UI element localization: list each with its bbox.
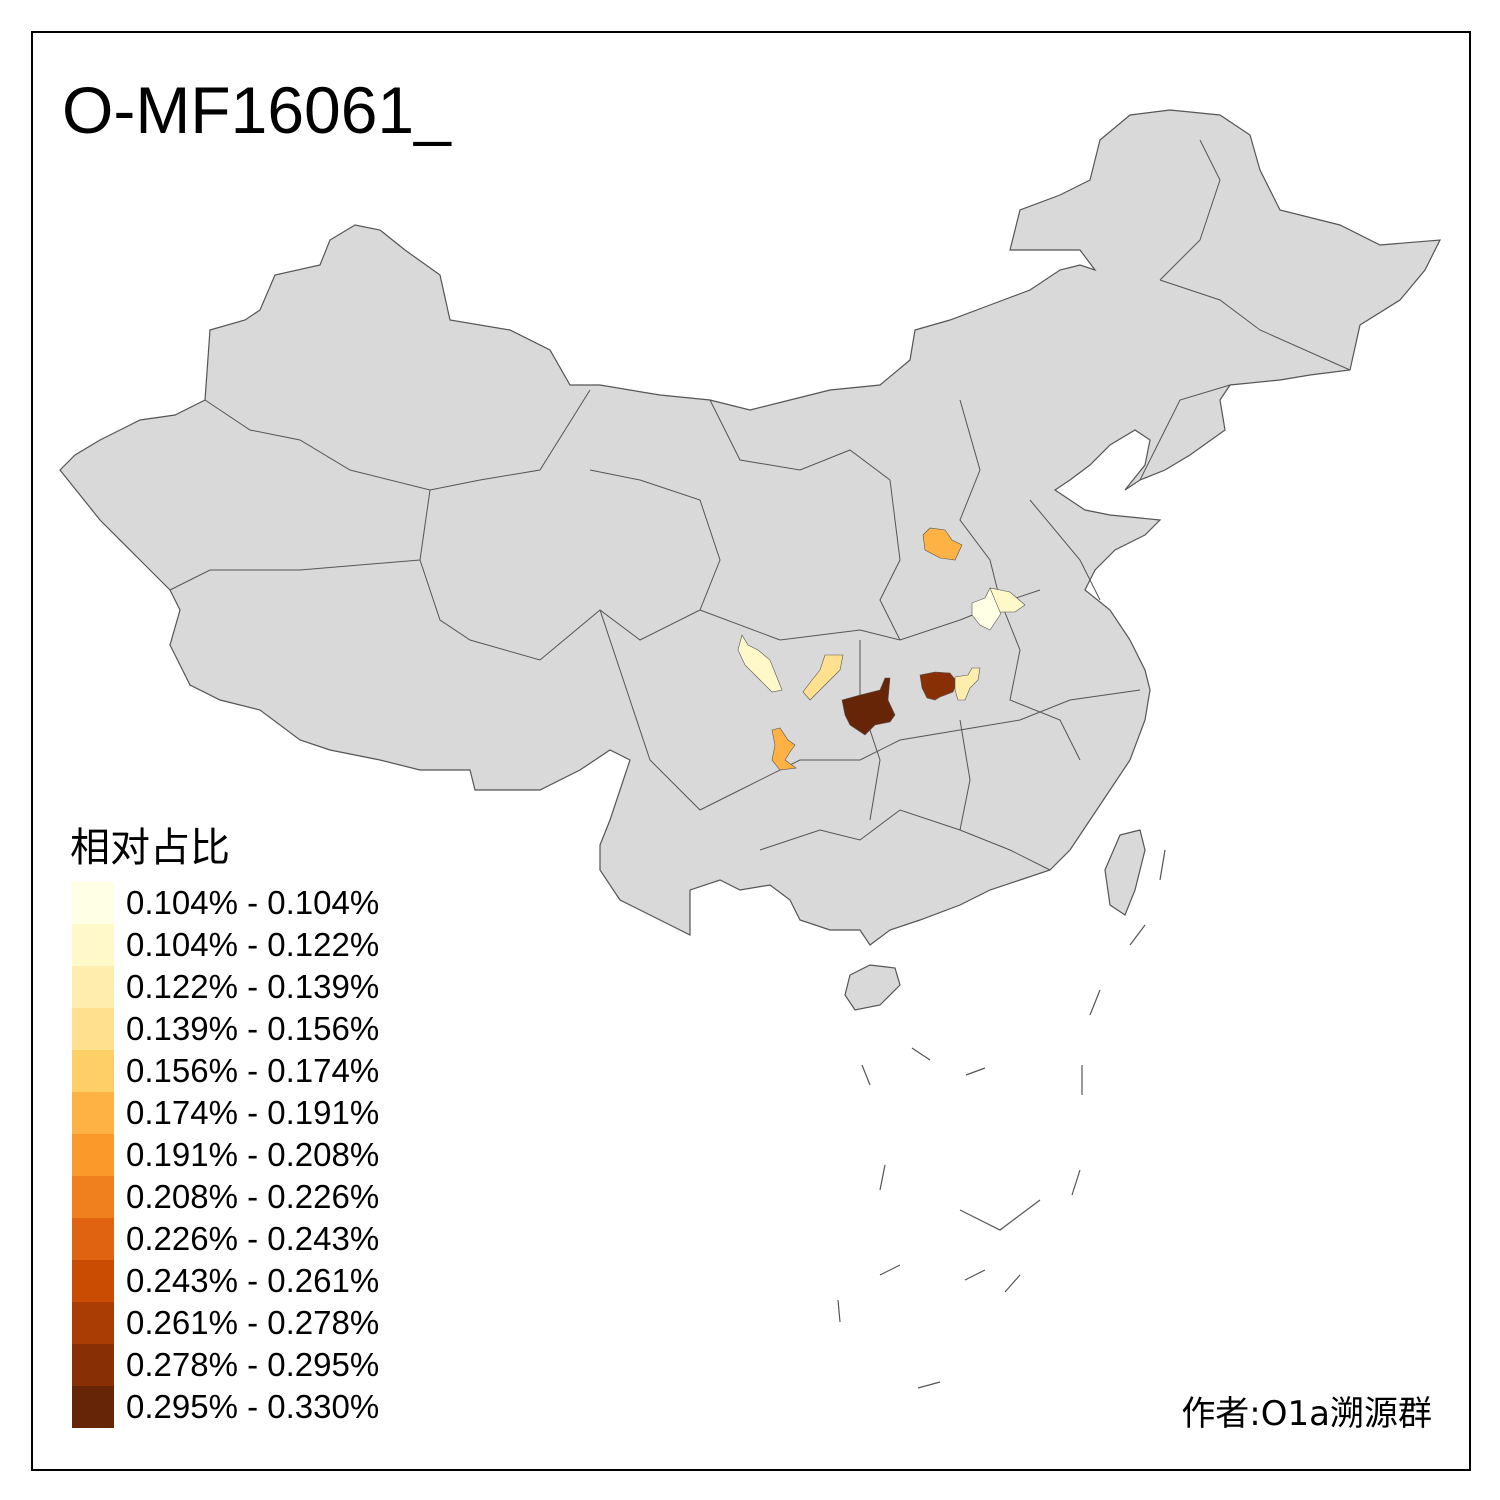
legend-label: 0.139% - 0.156%	[126, 1010, 380, 1047]
legend-item: 0.122% - 0.139%	[72, 966, 379, 1008]
author-credit: 作者:O1a溯源群	[1181, 1394, 1432, 1434]
legend-item: 0.243% - 0.261%	[72, 1260, 379, 1302]
legend-label: 0.261% - 0.278%	[126, 1304, 380, 1341]
map-title: O-MF16061_	[62, 73, 451, 147]
legend-label: 0.104% - 0.104%	[126, 884, 380, 921]
legend-swatch	[72, 924, 114, 966]
region-hubei-pale	[954, 667, 981, 701]
legend-swatch	[72, 966, 114, 1008]
region-hubei-dark	[919, 671, 958, 701]
region-henan-pale2	[989, 587, 1026, 613]
legend-swatch	[72, 1302, 114, 1344]
taiwan	[1104, 829, 1146, 916]
legend-label: 0.295% - 0.330%	[126, 1388, 380, 1425]
legend-item: 0.278% - 0.295%	[72, 1344, 379, 1386]
legend-title: 相对占比	[70, 825, 230, 871]
legend: 0.104% - 0.104% 0.104% - 0.122% 0.122% - 0…	[72, 882, 379, 1428]
legend-item: 0.226% - 0.243%	[72, 1218, 379, 1260]
legend-item: 0.295% - 0.330%	[72, 1386, 379, 1428]
legend-swatch	[72, 1176, 114, 1218]
region-gansu-pale	[737, 634, 783, 693]
legend-label: 0.243% - 0.261%	[126, 1262, 380, 1299]
mainland-china	[59, 109, 1442, 946]
region-sichuan-orange	[771, 727, 797, 771]
legend-label: 0.174% - 0.191%	[126, 1094, 380, 1131]
legend-item: 0.104% - 0.104%	[72, 882, 379, 924]
legend-item: 0.104% - 0.122%	[72, 924, 379, 966]
legend-swatch	[72, 1134, 114, 1176]
legend-swatch	[72, 1218, 114, 1260]
legend-label: 0.278% - 0.295%	[126, 1346, 380, 1383]
legend-item: 0.174% - 0.191%	[72, 1092, 379, 1134]
legend-swatch	[72, 1344, 114, 1386]
legend-swatch	[72, 1008, 114, 1050]
legend-label: 0.208% - 0.226%	[126, 1178, 380, 1215]
south-china-sea-islands	[837, 849, 1166, 1389]
hainan	[844, 964, 901, 1011]
legend-label: 0.104% - 0.122%	[126, 926, 380, 963]
legend-item: 0.156% - 0.174%	[72, 1050, 379, 1092]
legend-item: 0.139% - 0.156%	[72, 1008, 379, 1050]
legend-item: 0.191% - 0.208%	[72, 1134, 379, 1176]
region-chongqing-darkest	[841, 677, 896, 736]
legend-label: 0.226% - 0.243%	[126, 1220, 380, 1257]
legend-label: 0.122% - 0.139%	[126, 968, 380, 1005]
region-shaanxi-yellow	[802, 654, 844, 701]
legend-item: 0.208% - 0.226%	[72, 1176, 379, 1218]
region-shanxi-orange	[922, 527, 963, 561]
legend-label: 0.156% - 0.174%	[126, 1052, 380, 1089]
legend-swatch	[72, 1386, 114, 1428]
legend-label: 0.191% - 0.208%	[126, 1136, 380, 1173]
legend-swatch	[72, 1260, 114, 1302]
legend-item: 0.261% - 0.278%	[72, 1302, 379, 1344]
plot-border	[31, 31, 1471, 1471]
legend-swatch	[72, 882, 114, 924]
legend-swatch	[72, 1092, 114, 1134]
legend-swatch	[72, 1050, 114, 1092]
